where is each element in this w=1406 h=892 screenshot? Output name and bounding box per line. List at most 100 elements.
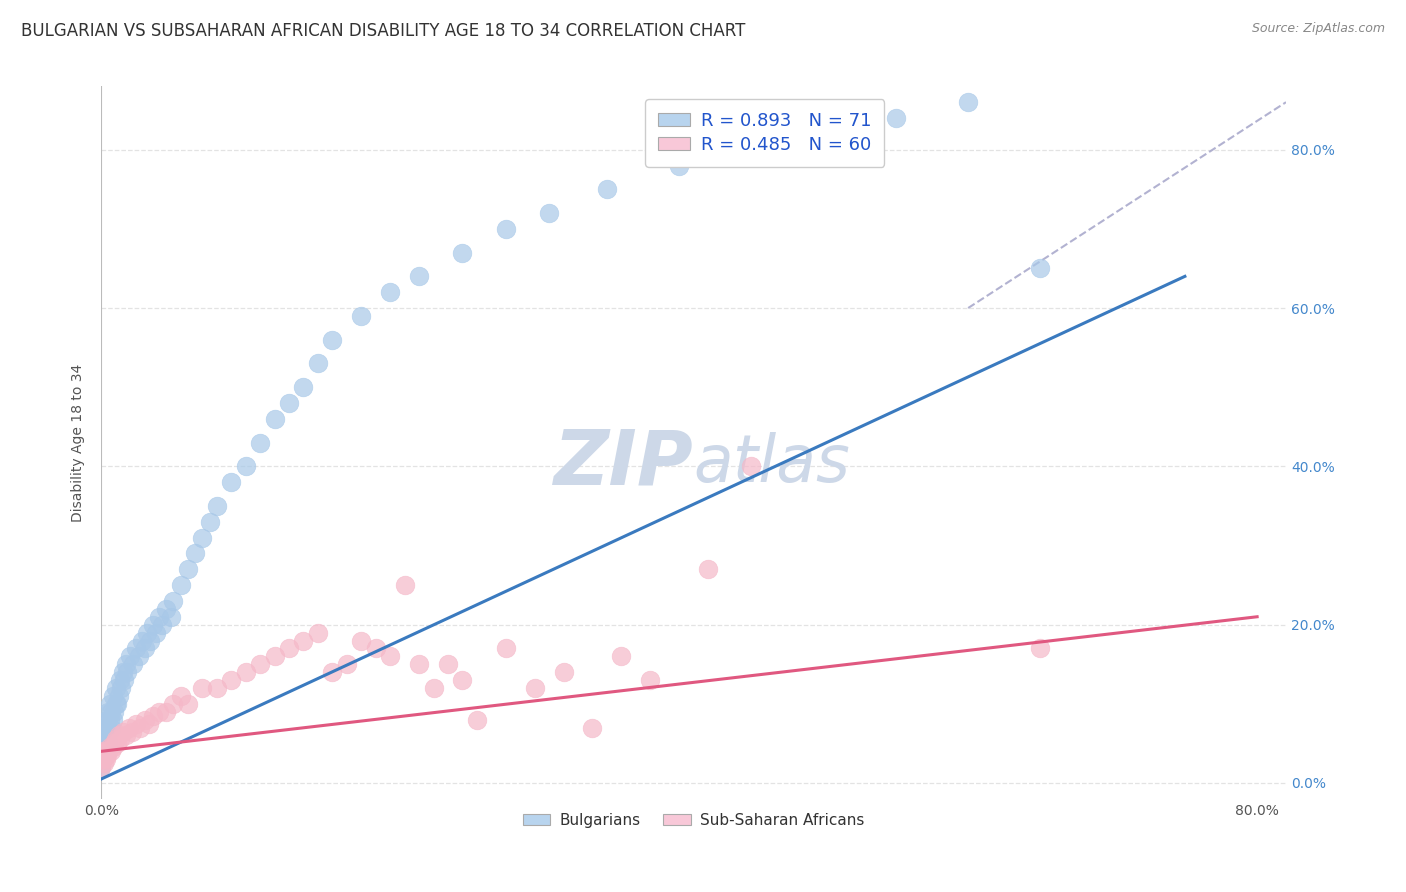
Point [128, 649, 150, 664]
Point [108, 673, 131, 687]
Point [125, 716, 148, 731]
Point [162, 697, 184, 711]
Point [219, 673, 242, 687]
Point [321, 665, 343, 680]
Point [159, 609, 181, 624]
Point [884, 111, 907, 125]
Point [177, 562, 200, 576]
Point [191, 681, 214, 695]
Point [110, 681, 132, 695]
Point [1029, 641, 1052, 656]
Point [408, 657, 430, 672]
Point [91, 752, 114, 766]
Point [91, 752, 114, 766]
Point [105, 736, 128, 750]
Point [596, 182, 619, 196]
Point [114, 657, 136, 672]
Point [336, 657, 359, 672]
Point [96, 748, 118, 763]
Point [813, 127, 835, 141]
Point [111, 665, 134, 680]
Point [465, 713, 488, 727]
Point [94, 721, 117, 735]
Point [136, 625, 159, 640]
Point [170, 578, 193, 592]
Point [91, 744, 114, 758]
Point [162, 594, 184, 608]
Point [155, 705, 177, 719]
Point [131, 633, 153, 648]
Point [125, 641, 148, 656]
Point [307, 356, 329, 370]
Point [107, 729, 129, 743]
Point [94, 752, 117, 766]
Point [278, 396, 301, 410]
Point [668, 159, 690, 173]
Point [394, 578, 416, 592]
Point [148, 609, 170, 624]
Point [292, 380, 315, 394]
Point [120, 649, 142, 664]
Point [184, 546, 207, 560]
Point [142, 617, 165, 632]
Point [155, 602, 177, 616]
Point [90, 760, 112, 774]
Point [100, 744, 122, 758]
Point [111, 724, 134, 739]
Point [638, 673, 661, 687]
Point [408, 269, 430, 284]
Point [263, 649, 285, 664]
Point [150, 617, 173, 632]
Point [98, 697, 121, 711]
Point [205, 681, 228, 695]
Point [538, 206, 561, 220]
Point [108, 732, 131, 747]
Text: ZIP: ZIP [554, 427, 693, 501]
Point [104, 732, 127, 747]
Point [292, 633, 315, 648]
Point [191, 531, 214, 545]
Point [121, 724, 143, 739]
Point [93, 729, 115, 743]
Point [96, 729, 118, 743]
Point [134, 713, 156, 727]
Point [97, 744, 120, 758]
Point [380, 649, 402, 664]
Point [198, 515, 221, 529]
Point [170, 689, 193, 703]
Point [107, 689, 129, 703]
Point [98, 713, 121, 727]
Point [740, 143, 762, 157]
Point [219, 475, 242, 490]
Point [321, 333, 343, 347]
Point [148, 705, 170, 719]
Point [263, 412, 285, 426]
Point [177, 697, 200, 711]
Point [495, 641, 517, 656]
Point [138, 716, 160, 731]
Point [957, 95, 980, 110]
Point [139, 633, 162, 648]
Point [581, 721, 603, 735]
Point [98, 740, 121, 755]
Point [350, 633, 373, 648]
Text: BULGARIAN VS SUBSAHARAN AFRICAN DISABILITY AGE 18 TO 34 CORRELATION CHART: BULGARIAN VS SUBSAHARAN AFRICAN DISABILI… [21, 22, 745, 40]
Point [437, 657, 460, 672]
Point [205, 499, 228, 513]
Point [97, 721, 120, 735]
Point [235, 459, 257, 474]
Point [94, 744, 117, 758]
Point [134, 641, 156, 656]
Point [93, 756, 115, 771]
Y-axis label: Disability Age 18 to 34: Disability Age 18 to 34 [72, 363, 86, 522]
Point [93, 736, 115, 750]
Point [100, 721, 122, 735]
Point [278, 641, 301, 656]
Point [380, 285, 402, 300]
Point [104, 681, 127, 695]
Point [235, 665, 257, 680]
Point [307, 625, 329, 640]
Point [451, 673, 474, 687]
Point [103, 705, 125, 719]
Point [115, 665, 138, 680]
